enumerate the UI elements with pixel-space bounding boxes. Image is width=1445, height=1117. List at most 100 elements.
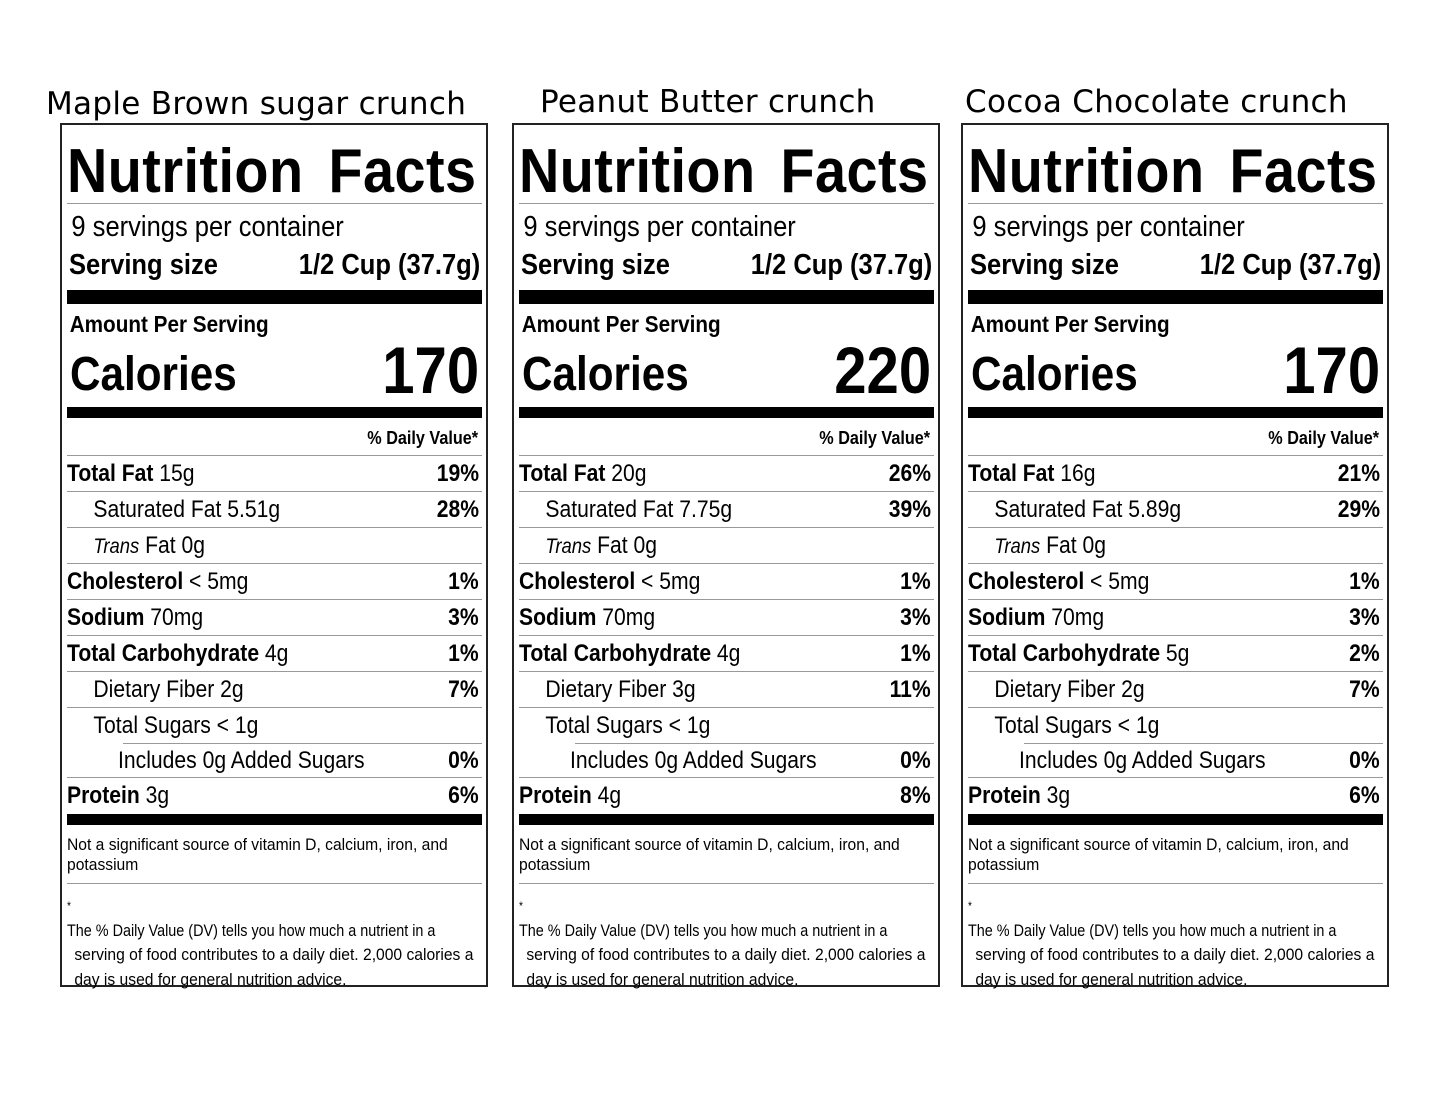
sodium-dv: 3% bbox=[448, 603, 479, 631]
protein-amount: 4g bbox=[597, 782, 622, 810]
divider bbox=[968, 203, 1383, 204]
trans-fat-label: Fat 0g bbox=[1046, 532, 1107, 560]
sodium-label: Sodium bbox=[67, 603, 145, 631]
footnote-vitamins: Not a significant source of vitamin D, c… bbox=[67, 825, 482, 885]
nutrition-facts-title: Nutrition Facts bbox=[67, 137, 477, 206]
thick-divider bbox=[67, 814, 482, 826]
cholesterol-dv: 1% bbox=[448, 567, 479, 595]
total-fat-row: Total Fat 15g 19% bbox=[67, 456, 482, 493]
trans-italic: Trans bbox=[545, 535, 592, 559]
trans-fat-label: Fat 0g bbox=[145, 532, 206, 560]
total-fat-dv: 26% bbox=[888, 459, 931, 487]
product-title: Peanut Butter crunch bbox=[540, 84, 876, 120]
amount-per-serving: Amount Per Serving bbox=[970, 310, 1170, 337]
added-sugars-row: Includes 0g Added Sugars 0% bbox=[519, 744, 934, 779]
sodium-label: Sodium bbox=[519, 603, 597, 631]
footnote-daily-value: * The % Daily Value (DV) tells you how mu… bbox=[67, 899, 474, 989]
divider bbox=[67, 203, 482, 204]
added-sugars-row: Includes 0g Added Sugars 0% bbox=[67, 744, 482, 779]
dietary-fiber-label: Dietary Fiber 3g bbox=[545, 676, 696, 704]
total-fat-amount: 15g bbox=[159, 459, 195, 487]
added-sugars-row: Includes 0g Added Sugars 0% bbox=[968, 744, 1383, 779]
calories-label: Calories bbox=[971, 348, 1138, 402]
added-sugars-label: Includes 0g Added Sugars bbox=[570, 746, 817, 774]
saturated-fat-label: Saturated Fat 5.89g bbox=[994, 496, 1182, 524]
trans-fat-row: Trans Fat 0g bbox=[67, 528, 482, 565]
total-carbohydrate-dv: 1% bbox=[448, 639, 479, 667]
protein-row: Protein 4g 8% bbox=[519, 778, 934, 814]
protein-amount: 3g bbox=[1046, 782, 1071, 810]
dietary-fiber-dv: 7% bbox=[1349, 676, 1380, 704]
dietary-fiber-dv: 7% bbox=[448, 676, 479, 704]
nutrition-facts-title: Nutrition Facts bbox=[968, 137, 1378, 206]
cholesterol-dv: 1% bbox=[1349, 567, 1380, 595]
sodium-label: Sodium bbox=[968, 603, 1046, 631]
total-carbohydrate-dv: 2% bbox=[1349, 639, 1380, 667]
thick-divider bbox=[519, 289, 934, 304]
footnote-daily-value: * The % Daily Value (DV) tells you how mu… bbox=[968, 899, 1375, 989]
serving-size-row: Serving size 1/2 Cup (37.7g) bbox=[519, 244, 934, 288]
total-fat-label: Total Fat bbox=[519, 459, 606, 487]
total-sugars-label: Total Sugars < 1g bbox=[994, 712, 1160, 740]
calories-label: Calories bbox=[522, 348, 689, 402]
divider bbox=[519, 203, 934, 204]
footnote-daily-value: * The % Daily Value (DV) tells you how mu… bbox=[519, 899, 926, 989]
cholesterol-row: Cholesterol < 5mg 1% bbox=[968, 564, 1383, 601]
calories-value: 220 bbox=[834, 333, 931, 408]
cholesterol-label: Cholesterol bbox=[968, 567, 1085, 595]
servings-per-container: 9 servings per container bbox=[523, 211, 796, 243]
servings-per-container: 9 servings per container bbox=[71, 211, 344, 243]
cholesterol-row: Cholesterol < 5mg 1% bbox=[67, 564, 482, 601]
dietary-fiber-row: Dietary Fiber 3g 11% bbox=[519, 672, 934, 709]
product-title: Maple Brown sugar crunch bbox=[46, 86, 467, 122]
serving-size-label: Serving size bbox=[521, 248, 670, 281]
amount-per-serving: Amount Per Serving bbox=[521, 310, 721, 337]
calories-block: Amount Per Serving Calories 220 bbox=[519, 306, 934, 403]
protein-row: Protein 3g 6% bbox=[968, 778, 1383, 814]
calories-value: 170 bbox=[382, 333, 479, 408]
calories-row: Calories 220 bbox=[519, 337, 934, 403]
product-title: Cocoa Chocolate crunch bbox=[965, 84, 1348, 120]
sodium-amount: 70mg bbox=[602, 603, 656, 631]
protein-dv: 8% bbox=[900, 782, 931, 810]
total-carbohydrate-amount: 4g bbox=[264, 639, 289, 667]
calories-row: Calories 170 bbox=[968, 337, 1383, 403]
added-sugars-dv: 0% bbox=[448, 746, 479, 774]
calories-label: Calories bbox=[70, 348, 237, 402]
total-fat-dv: 19% bbox=[436, 459, 479, 487]
thick-divider bbox=[519, 814, 934, 826]
protein-dv: 6% bbox=[1349, 782, 1380, 810]
daily-value-header: % Daily Value* bbox=[519, 420, 934, 457]
sodium-amount: 70mg bbox=[1051, 603, 1105, 631]
saturated-fat-label: Saturated Fat 7.75g bbox=[545, 496, 733, 524]
cholesterol-amount: < 5mg bbox=[1090, 567, 1150, 595]
dietary-fiber-row: Dietary Fiber 2g 7% bbox=[968, 672, 1383, 709]
thick-divider bbox=[968, 407, 1383, 419]
total-carbohydrate-label: Total Carbohydrate bbox=[519, 639, 712, 667]
dietary-fiber-label: Dietary Fiber 2g bbox=[93, 676, 244, 704]
amount-per-serving: Amount Per Serving bbox=[69, 310, 269, 337]
serving-size-value: 1/2 Cup (37.7g) bbox=[1199, 248, 1381, 281]
saturated-fat-label: Saturated Fat 5.51g bbox=[93, 496, 281, 524]
trans-fat-row: Trans Fat 0g bbox=[519, 528, 934, 565]
total-fat-amount: 20g bbox=[611, 459, 647, 487]
thick-divider bbox=[968, 814, 1383, 826]
protein-row: Protein 3g 6% bbox=[67, 778, 482, 814]
total-sugars-row: Total Sugars < 1g bbox=[519, 708, 934, 745]
thick-divider bbox=[67, 407, 482, 419]
total-carbohydrate-amount: 4g bbox=[716, 639, 741, 667]
nutrition-facts-title: Nutrition Facts bbox=[519, 137, 929, 206]
total-carbohydrate-row: Total Carbohydrate 4g 1% bbox=[519, 636, 934, 673]
cholesterol-label: Cholesterol bbox=[519, 567, 636, 595]
saturated-fat-row: Saturated Fat 5.51g 28% bbox=[67, 492, 482, 529]
calories-block: Amount Per Serving Calories 170 bbox=[67, 306, 482, 403]
saturated-fat-dv: 29% bbox=[1337, 496, 1380, 524]
calories-value: 170 bbox=[1283, 333, 1380, 408]
serving-size-value: 1/2 Cup (37.7g) bbox=[750, 248, 932, 281]
total-sugars-label: Total Sugars < 1g bbox=[93, 712, 259, 740]
cholesterol-amount: < 5mg bbox=[189, 567, 249, 595]
nutrition-facts-label: Nutrition Facts 9 servings per container… bbox=[512, 123, 940, 989]
trans-italic: Trans bbox=[93, 535, 140, 559]
serving-size-label: Serving size bbox=[970, 248, 1119, 281]
total-fat-label: Total Fat bbox=[968, 459, 1055, 487]
